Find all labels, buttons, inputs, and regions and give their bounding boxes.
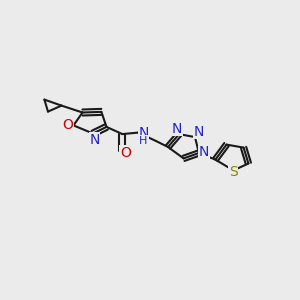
Text: S: S	[229, 165, 238, 179]
Text: N: N	[89, 133, 100, 146]
Text: N: N	[172, 122, 182, 136]
Text: N: N	[194, 125, 204, 139]
Text: N: N	[199, 145, 209, 158]
Text: N: N	[138, 126, 148, 140]
Text: O: O	[120, 146, 131, 160]
Text: O: O	[63, 118, 74, 132]
Text: H: H	[139, 136, 148, 146]
